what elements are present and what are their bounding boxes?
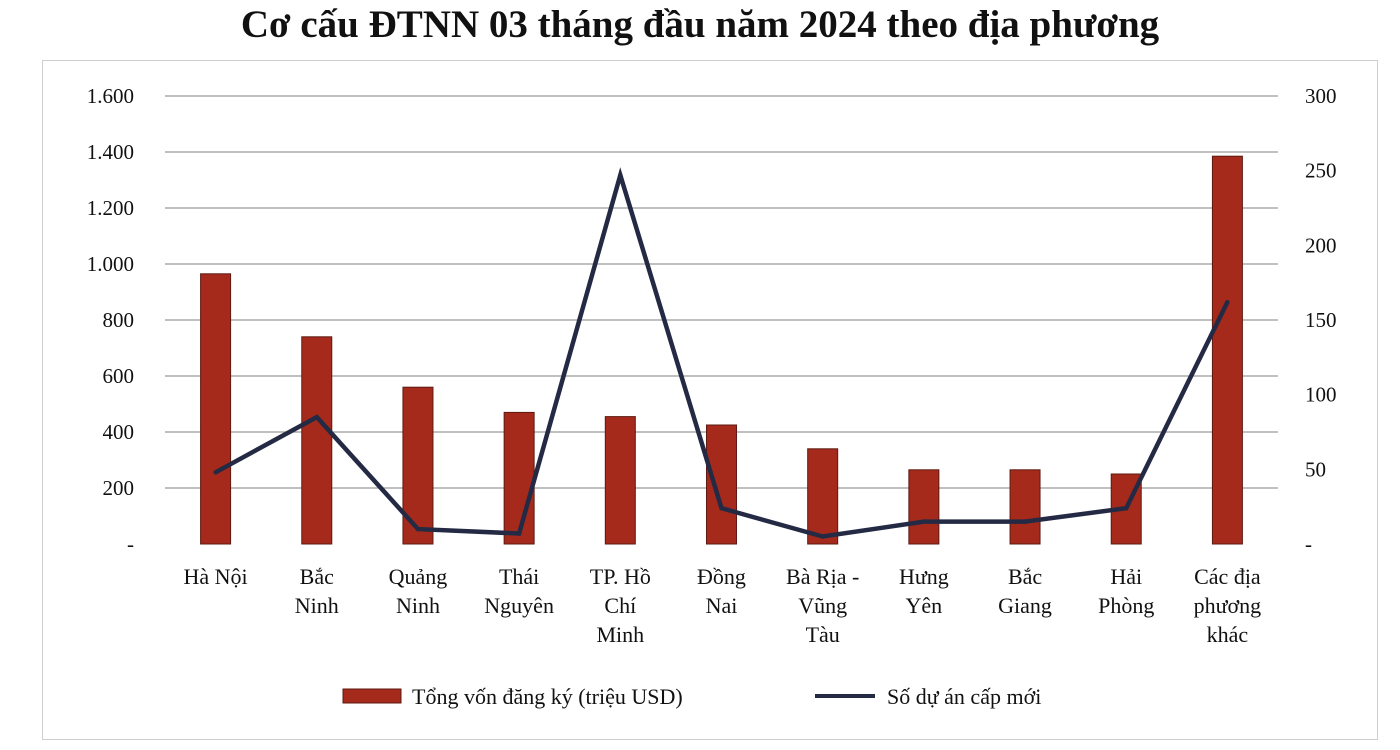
- right-tick-label: -: [1305, 532, 1312, 556]
- chart-frame: [42, 60, 1378, 740]
- category-label: phương: [1194, 593, 1262, 618]
- category-label: Nguyên: [484, 593, 554, 618]
- line-point: [618, 172, 623, 178]
- bar: [908, 469, 940, 545]
- line-point: [213, 470, 218, 475]
- line-point: [719, 505, 724, 511]
- bar: [200, 273, 232, 545]
- bar: [1211, 155, 1243, 545]
- category-label: Hưng: [899, 564, 949, 589]
- legend: Tổng vốn đăng ký (triệu USD) Số dự án cấ…: [342, 684, 1041, 709]
- category-label: Hải: [1110, 564, 1142, 589]
- line-series: [213, 167, 1230, 539]
- legend-bar-label: Tổng vốn đăng ký (triệu USD): [412, 684, 683, 709]
- line-point: [415, 526, 421, 532]
- category-label: Bắc: [300, 564, 334, 589]
- line-point: [516, 531, 522, 536]
- left-tick-label: -: [127, 532, 134, 556]
- bar: [1009, 469, 1041, 545]
- category-label: Nai: [706, 593, 738, 618]
- left-tick-label: 800: [103, 308, 135, 332]
- left-tick-label: 200: [103, 476, 135, 500]
- right-tick-label: 200: [1305, 233, 1337, 257]
- left-axis-ticks: - 200 400 600 800 1.000 1.200 1.400 1.600: [87, 84, 134, 556]
- bar: [301, 336, 333, 545]
- right-tick-label: 50: [1305, 457, 1326, 481]
- bar: [807, 448, 839, 545]
- left-tick-label: 600: [103, 364, 135, 388]
- bar: [503, 411, 535, 545]
- bar: [706, 424, 737, 545]
- line-point: [1022, 519, 1028, 524]
- category-label: Quảng: [389, 564, 448, 589]
- right-tick-label: 250: [1305, 159, 1337, 183]
- category-label: Ninh: [396, 593, 440, 618]
- left-tick-label: 1.600: [87, 84, 134, 108]
- category-label: Thái: [499, 564, 539, 589]
- category-label: Vũng: [798, 593, 847, 618]
- category-label: Hà Nội: [184, 564, 248, 589]
- right-tick-label: 100: [1305, 383, 1337, 407]
- left-tick-label: 400: [103, 420, 135, 444]
- category-label: Các địa: [1194, 564, 1261, 589]
- category-label: Yên: [906, 593, 943, 618]
- left-tick-label: 1.400: [87, 140, 134, 164]
- category-label: Phòng: [1098, 593, 1154, 618]
- category-label: Giang: [998, 593, 1052, 618]
- category-label: khác: [1207, 622, 1249, 647]
- category-label: Tàu: [806, 622, 840, 647]
- category-label: Minh: [596, 622, 644, 647]
- right-tick-label: 150: [1305, 308, 1337, 332]
- chart-title: Cơ cấu ĐTNN 03 tháng đầu năm 2024 theo đ…: [240, 3, 1160, 46]
- category-label: Ninh: [295, 593, 339, 618]
- left-tick-label: 1.200: [87, 196, 134, 220]
- left-tick-label: 1.000: [87, 252, 134, 276]
- category-label: Đồng: [697, 564, 746, 589]
- bar: [604, 416, 636, 545]
- legend-line-label: Số dự án cấp mới: [887, 684, 1041, 709]
- bar-series: [200, 155, 1243, 545]
- category-label: Bà Rịa -: [786, 564, 859, 589]
- line-point: [1124, 505, 1129, 511]
- right-tick-label: 300: [1305, 84, 1337, 108]
- line-point: [314, 414, 319, 420]
- line-point: [820, 534, 825, 539]
- category-label: Bắc: [1008, 564, 1042, 589]
- line-point: [921, 519, 927, 524]
- right-axis-ticks: - 50 100 150 200 250 300: [1305, 84, 1337, 556]
- legend-bar-swatch: [342, 688, 402, 704]
- category-labels: Hà Nội Bắc Ninh Quảng Ninh Thái Nguyên TP. Hồ Ch…: [184, 564, 1262, 647]
- line-point: [1225, 299, 1230, 305]
- category-label: TP. Hồ: [590, 564, 651, 589]
- gridlines: [165, 95, 1278, 489]
- category-label: Chí: [604, 593, 636, 618]
